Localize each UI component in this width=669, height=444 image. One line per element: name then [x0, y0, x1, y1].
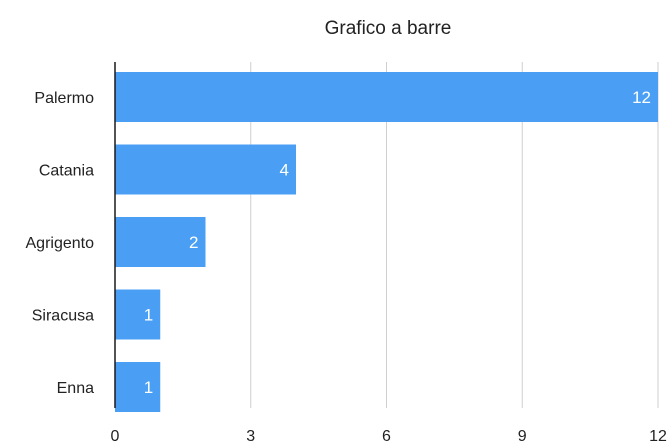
data-label-enna: 1: [144, 378, 153, 397]
data-label-catania: 4: [280, 161, 289, 180]
bar-enna: [115, 362, 161, 412]
category-label-agrigento: Agrigento: [26, 235, 95, 252]
x-tick-label-0: 0: [111, 428, 120, 444]
bar-siracusa: [115, 289, 161, 340]
category-label-enna: Enna: [57, 380, 94, 397]
data-label-palermo: 12: [632, 88, 651, 107]
bar-catania: [115, 144, 296, 195]
x-tick-label-3: 9: [518, 428, 527, 444]
category-label-palermo: Palermo: [34, 90, 94, 107]
category-label-catania: Catania: [39, 163, 94, 180]
data-label-agrigento: 2: [189, 233, 198, 252]
x-tick-label-4: 12: [649, 428, 667, 444]
x-tick-label-1: 3: [246, 428, 255, 444]
bar-palermo: [115, 72, 658, 122]
data-label-siracusa: 1: [144, 306, 153, 325]
category-label-siracusa: Siracusa: [32, 308, 94, 325]
x-tick-label-2: 6: [382, 428, 391, 444]
chart-title: Grafico a barre: [324, 18, 452, 39]
bar-agrigento: [115, 217, 206, 267]
